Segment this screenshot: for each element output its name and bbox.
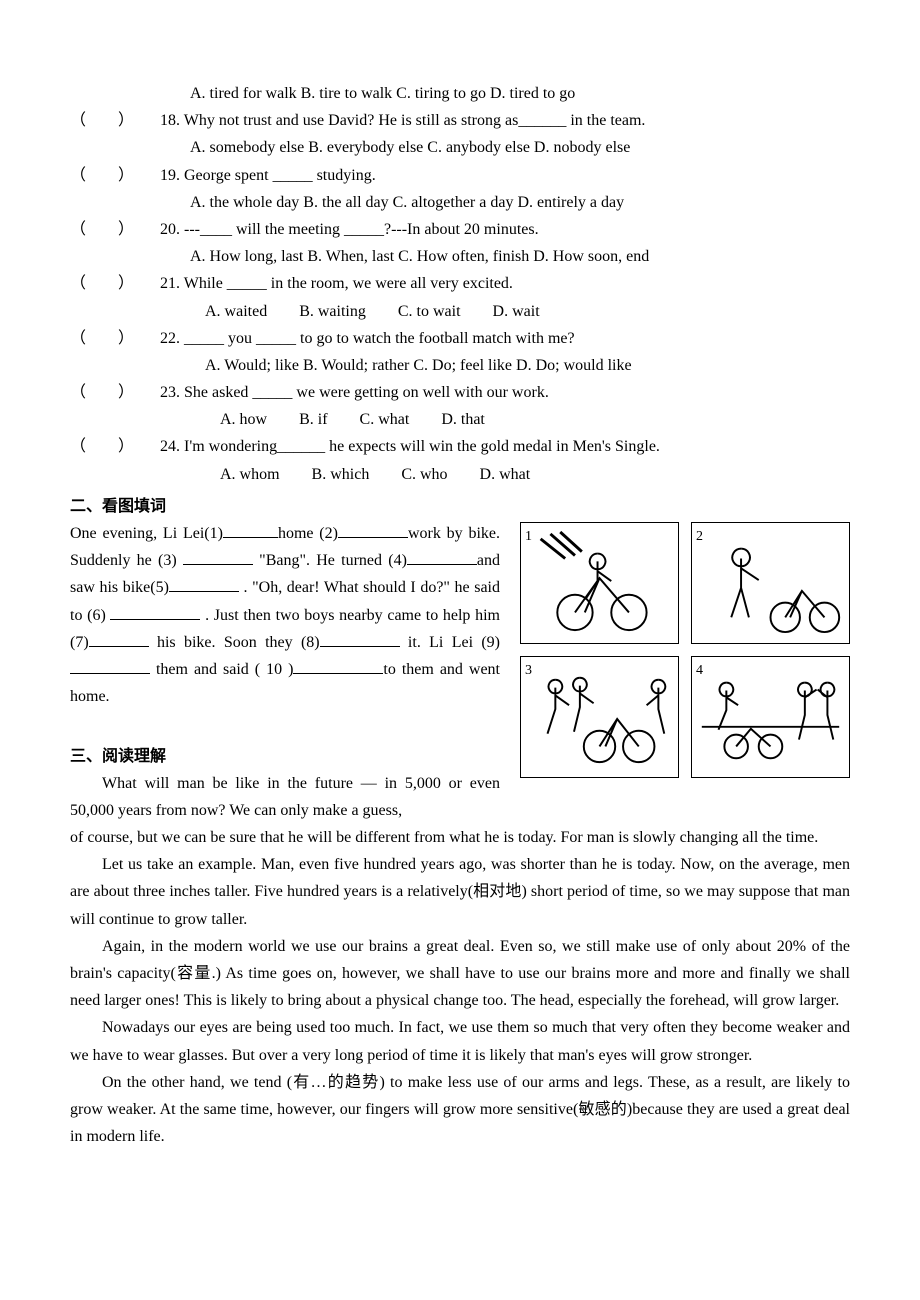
- section3-title: 三、阅读理解: [70, 743, 500, 770]
- bike-crash-icon: [521, 523, 678, 643]
- img-label: 3: [525, 659, 532, 683]
- blank-1: [223, 523, 278, 538]
- mc-options: A. How long, last B. When, last C. How o…: [70, 243, 850, 270]
- looking-at-bike-icon: [692, 523, 849, 643]
- img-label: 2: [696, 525, 703, 549]
- blank-8: [320, 631, 400, 646]
- question-text: 21. While _____ in the room, we were all…: [160, 270, 850, 297]
- mc-question: （ ）24. I'm wondering______ he expects wi…: [70, 433, 850, 460]
- blank-3: [183, 550, 253, 565]
- blank-4: [407, 550, 477, 565]
- reading-para: Again, in the modern world we use our br…: [70, 933, 850, 1015]
- story-image-2: 2: [691, 522, 850, 644]
- section2-title: 二、看图填词: [70, 493, 850, 520]
- blank-6: [110, 604, 200, 619]
- question-text: 19. George spent _____ studying.: [160, 162, 850, 189]
- story-images: 1 2: [520, 520, 850, 778]
- mc-question: （ ）18. Why not trust and use David? He i…: [70, 107, 850, 134]
- t: "Bang". He turned (4): [253, 552, 407, 569]
- t: it. Li Lei (9): [400, 634, 500, 651]
- answer-paren: （ ）: [70, 162, 160, 189]
- thanking-goodbye-icon: [692, 657, 849, 777]
- mc-question: （ ）22. _____ you _____ to go to watch th…: [70, 325, 850, 352]
- mc-question: （ ）23. She asked _____ we were getting o…: [70, 379, 850, 406]
- mc-question: （ ）19. George spent _____ studying.: [70, 162, 850, 189]
- reading-section: of course, but we can be sure that he wi…: [70, 824, 850, 1150]
- reading-para: of course, but we can be sure that he wi…: [70, 824, 850, 851]
- answer-paren: （ ）: [70, 216, 160, 243]
- fill-layout: One evening, Li Lei(1)home (2)work by bi…: [70, 520, 850, 824]
- answer-paren: （ ）: [70, 433, 160, 460]
- mc-options: A. somebody else B. everybody else C. an…: [70, 134, 850, 161]
- story-image-3: 3: [520, 656, 679, 778]
- question-text: 18. Why not trust and use David? He is s…: [160, 107, 850, 134]
- mc-options: A. the whole day B. the all day C. altog…: [70, 189, 850, 216]
- t: them and said ( 10 ): [150, 661, 293, 678]
- story-image-4: 4: [691, 656, 850, 778]
- img-label: 1: [525, 525, 532, 549]
- answer-paren: （ ）: [70, 107, 160, 134]
- img-label: 4: [696, 659, 703, 683]
- mc-options: A. whom B. which C. who D. what: [70, 461, 850, 488]
- t: his bike. Soon they (8): [149, 634, 320, 651]
- answer-paren: （ ）: [70, 379, 160, 406]
- question-text: 24. I'm wondering______ he expects will …: [160, 433, 850, 460]
- mc-options: A. how B. if C. what D. that: [70, 406, 850, 433]
- answer-paren: （ ）: [70, 270, 160, 297]
- worksheet-page: A. tired for walk B. tire to walk C. tir…: [0, 0, 920, 1300]
- question-text: 23. She asked _____ we were getting on w…: [160, 379, 850, 406]
- mc-options: A. tired for walk B. tire to walk C. tir…: [70, 80, 850, 107]
- t: home (2): [278, 525, 338, 542]
- boys-helping-icon: [521, 657, 678, 777]
- blank-5: [169, 577, 239, 592]
- t: One evening, Li Lei(1): [70, 525, 223, 542]
- blank-10: [293, 659, 383, 674]
- reading-para: Let us take an example. Man, even five h…: [70, 851, 850, 933]
- fill-in-text: One evening, Li Lei(1)home (2)work by bi…: [70, 520, 500, 824]
- reading-para: On the other hand, we tend (有…的趋势) to ma…: [70, 1069, 850, 1151]
- mc-question: （ ）21. While _____ in the room, we were …: [70, 270, 850, 297]
- reading-para: Nowadays our eyes are being used too muc…: [70, 1014, 850, 1068]
- reading-para-0-start: What will man be like in the future — in…: [70, 770, 500, 824]
- story-image-1: 1: [520, 522, 679, 644]
- blank-9: [70, 659, 150, 674]
- mc-question: （ ）20. ---____ will the meeting _____?--…: [70, 216, 850, 243]
- blank-7: [89, 631, 149, 646]
- mc-section: A. tired for walk B. tire to walk C. tir…: [70, 80, 850, 488]
- question-text: 22. _____ you _____ to go to watch the f…: [160, 325, 850, 352]
- answer-paren: （ ）: [70, 325, 160, 352]
- question-text: 20. ---____ will the meeting _____?---In…: [160, 216, 850, 243]
- mc-options: A. waited B. waiting C. to wait D. wait: [70, 298, 850, 325]
- mc-options: A. Would; like B. Would; rather C. Do; f…: [70, 352, 850, 379]
- blank-2: [338, 523, 408, 538]
